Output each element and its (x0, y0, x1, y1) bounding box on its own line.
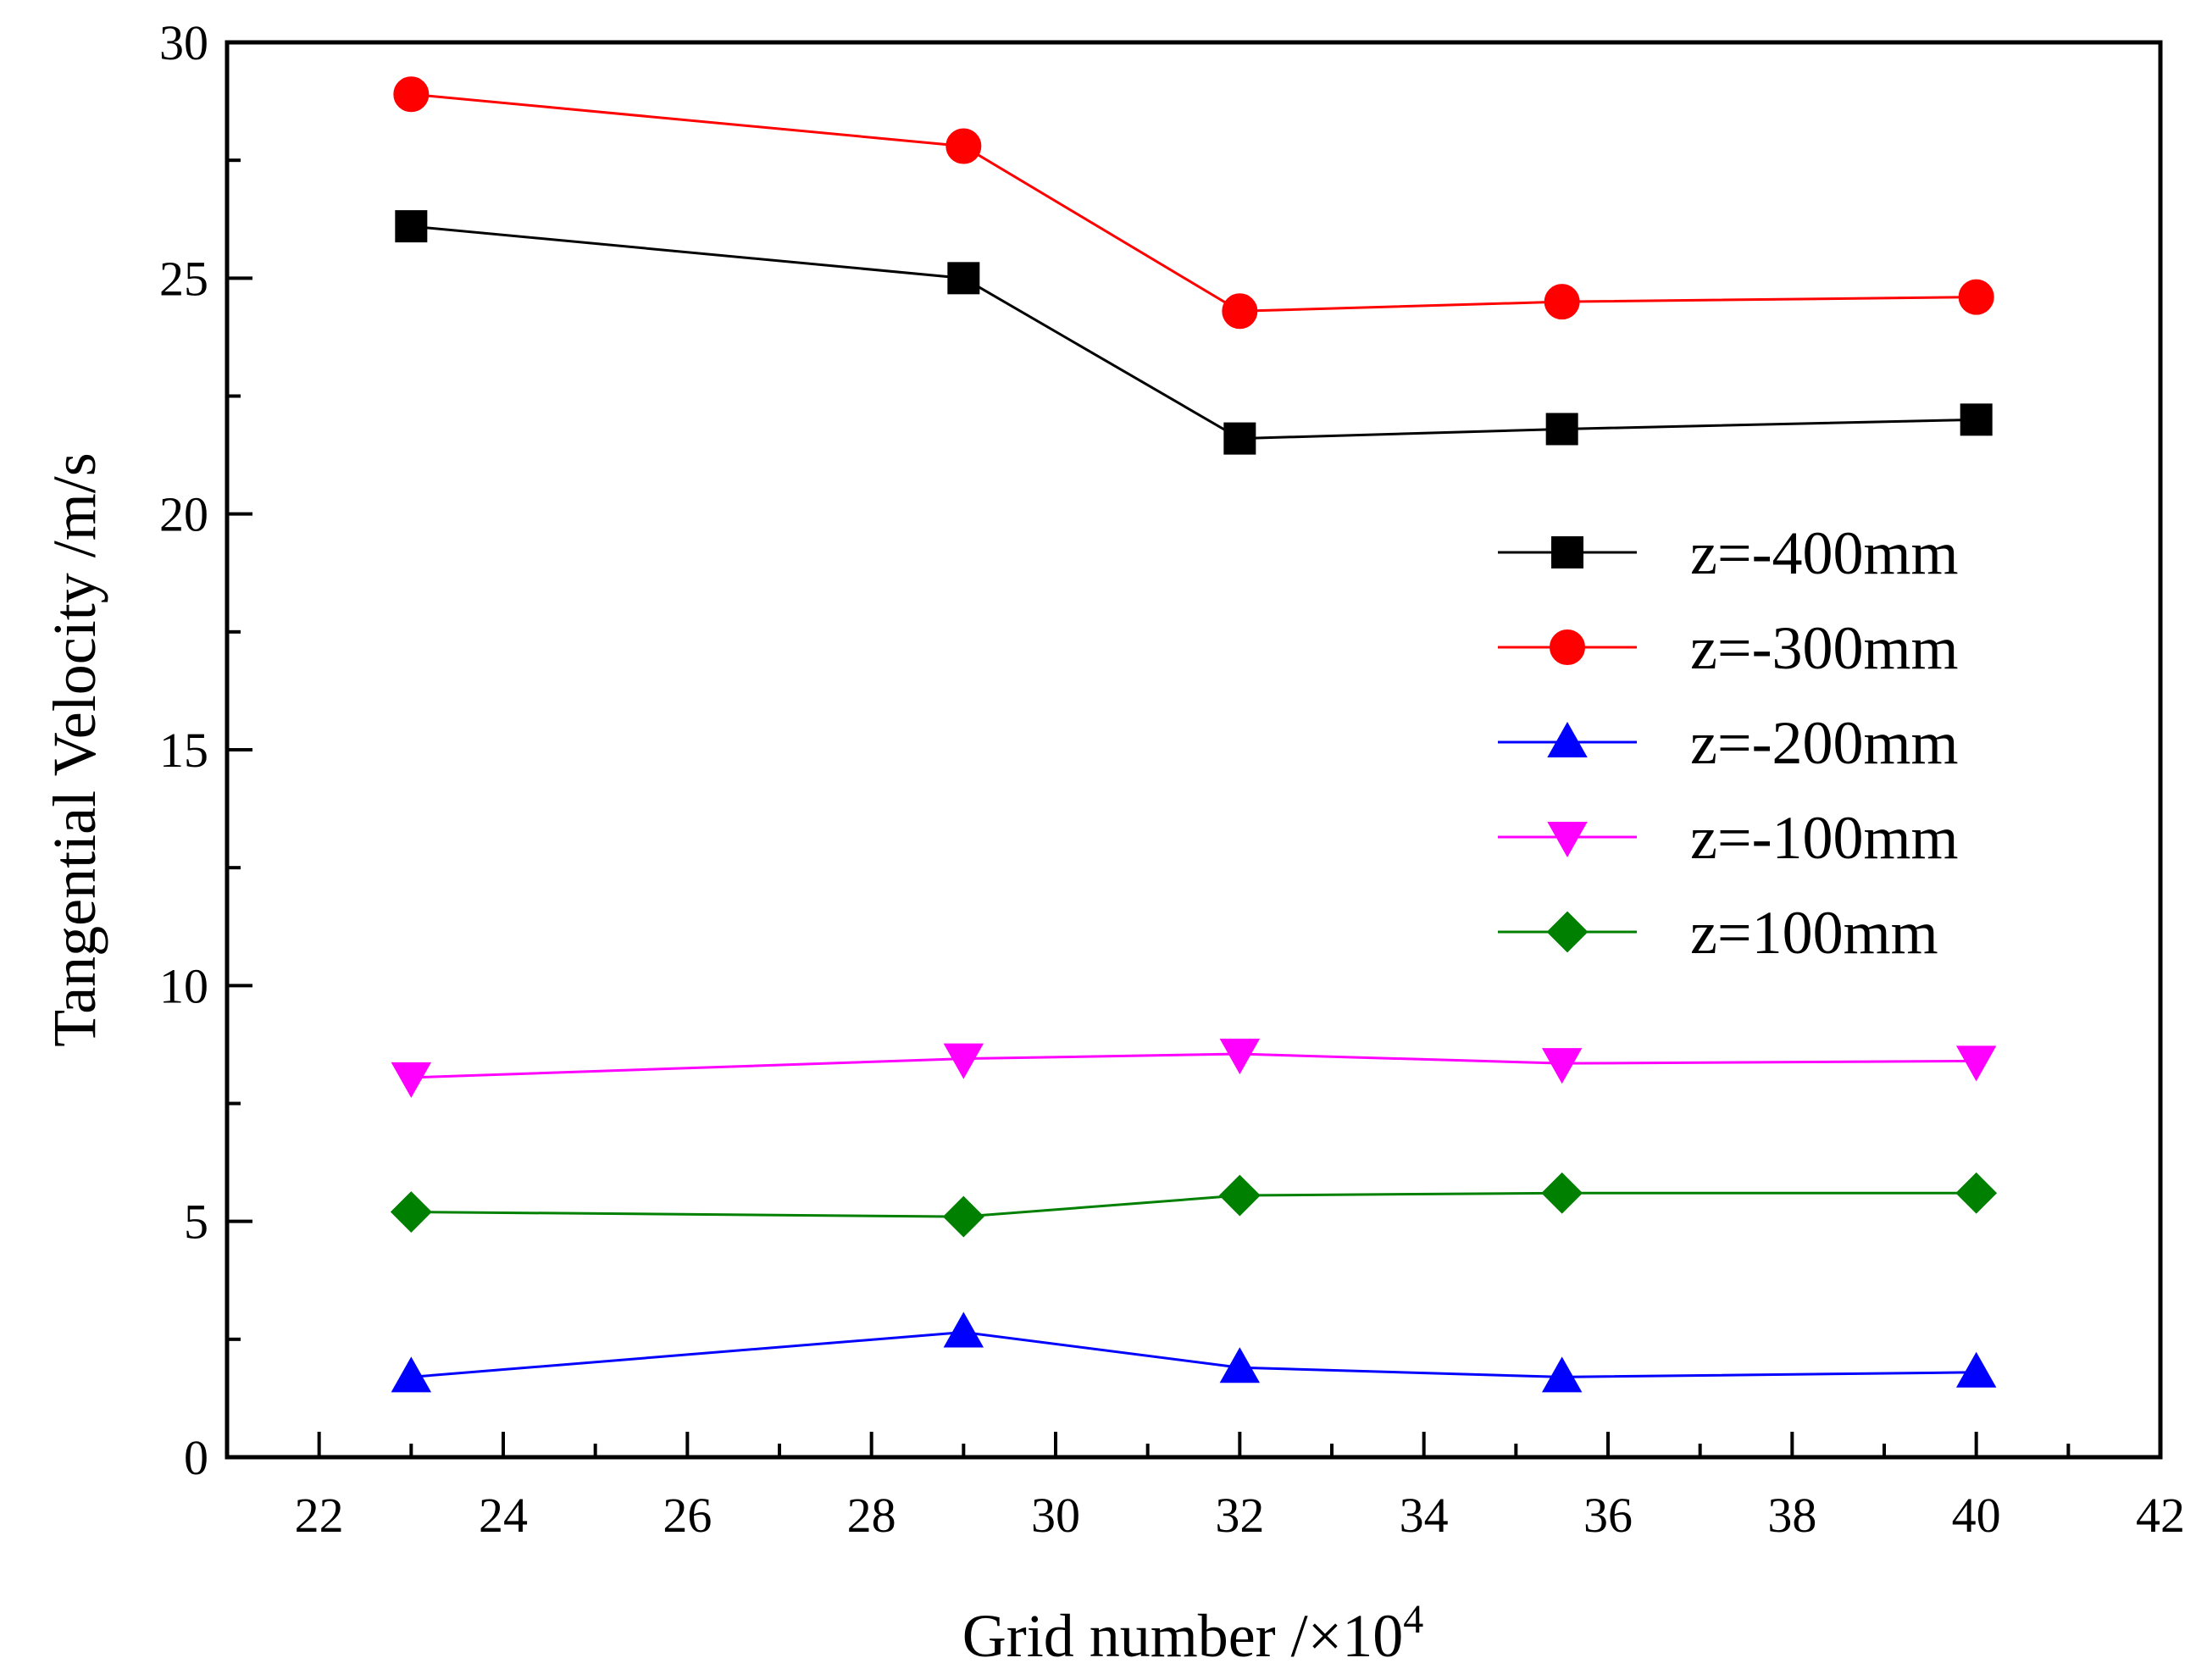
data-point-series-4 (942, 1195, 984, 1238)
y-tick-label: 20 (159, 487, 208, 542)
plot-frame (225, 40, 2163, 1460)
data-point-series-4 (390, 1191, 432, 1233)
data-point-series-4 (1218, 1174, 1261, 1217)
x-tick-label: 34 (1400, 1488, 1449, 1543)
data-point-series-3 (391, 1062, 432, 1098)
data-point-series-4 (1541, 1172, 1583, 1214)
x-tick-label: 40 (1952, 1488, 2001, 1543)
legend-marker (1547, 822, 1588, 858)
x-axis-title: Grid number /×104 (962, 1597, 1424, 1670)
y-tick-label: 25 (159, 251, 208, 306)
legend-label: z=-100mm (1690, 804, 1959, 872)
data-point-series-2 (1955, 1351, 1997, 1388)
y-tick-label: 30 (159, 15, 208, 70)
x-tick-label: 30 (1031, 1488, 1080, 1543)
data-point-series-3 (1955, 1045, 1997, 1082)
y-tick-label: 10 (159, 958, 208, 1013)
data-point-series-2 (943, 1311, 984, 1348)
data-point-series-4 (1955, 1172, 1998, 1214)
data-point-series-2 (1219, 1347, 1261, 1383)
data-point-series-3 (1541, 1048, 1583, 1084)
legend-label: z=-300mm (1690, 614, 1959, 682)
data-point-series-1 (1544, 284, 1580, 320)
data-point-series-1 (1222, 293, 1258, 330)
legend-marker (1546, 911, 1589, 953)
x-tick-label: 36 (1583, 1488, 1633, 1543)
data-point-series-1 (393, 76, 430, 113)
x-tick-label: 42 (2136, 1488, 2185, 1543)
data-point-series-2 (391, 1356, 432, 1393)
y-axis-title: Tangential Velocity /m/s (41, 452, 108, 1047)
x-tick-label: 28 (847, 1488, 896, 1543)
y-tick-label: 15 (159, 723, 208, 778)
legend-marker (1551, 536, 1583, 568)
legend: z=-400mm z=-300mm z=-200mm z=-100mm z=100mm (1498, 519, 1959, 967)
x-tick-label: 22 (295, 1488, 344, 1543)
data-point-series-0 (1223, 422, 1256, 455)
x-tick-label: 32 (1215, 1488, 1264, 1543)
legend-marker (1550, 629, 1585, 665)
data-point-series-2 (1541, 1356, 1583, 1393)
x-tick-label: 38 (1767, 1488, 1816, 1543)
data-point-series-0 (395, 210, 428, 243)
data-point-series-1 (1958, 279, 1994, 315)
legend-marker (1547, 721, 1588, 757)
legend-label: z=-200mm (1690, 709, 1959, 777)
x-tick-label: 24 (479, 1488, 528, 1543)
data-point-series-0 (1545, 413, 1578, 446)
x-tick-label: 26 (663, 1488, 712, 1543)
legend-label: z=100mm (1690, 899, 1938, 967)
y-tick-label: 5 (184, 1195, 208, 1250)
data-point-series-3 (943, 1043, 984, 1079)
data-point-series-0 (947, 262, 980, 295)
data-point-series-0 (1960, 403, 1993, 436)
y-tick-label: 0 (184, 1430, 208, 1485)
data-point-series-3 (1219, 1039, 1261, 1075)
legend-label: z=-400mm (1690, 519, 1959, 587)
data-point-series-1 (945, 128, 982, 164)
